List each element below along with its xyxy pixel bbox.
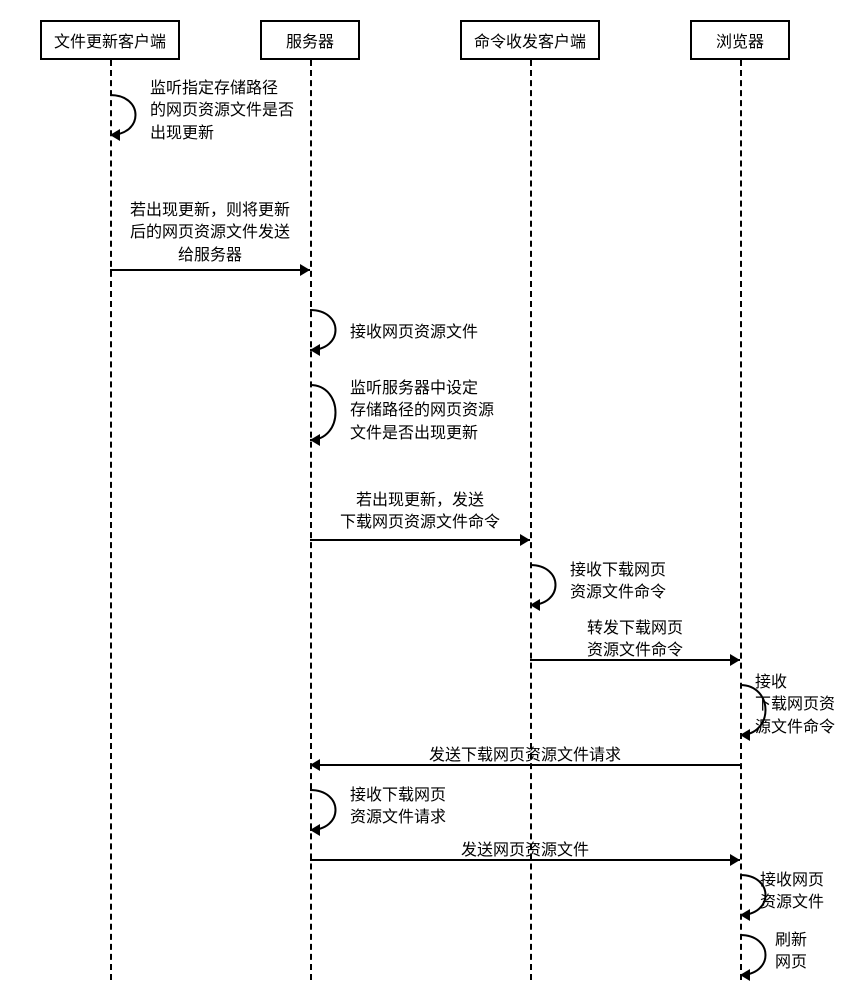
message-label-m4: 发送下载网页资源文件请求	[400, 745, 650, 767]
self-message-label-s2: 接收网页资源文件	[350, 322, 530, 344]
message-label-m5: 发送网页资源文件	[435, 840, 615, 862]
participant-p2: 服务器	[260, 20, 360, 60]
message-label-m1: 若出现更新，则将更新 后的网页资源文件发送 给服务器	[110, 200, 310, 267]
lifeline-p4	[740, 60, 742, 980]
lifeline-p1	[110, 60, 112, 980]
self-message-label-s1: 监听指定存储路径 的网页资源文件是否 出现更新	[150, 78, 330, 145]
self-message-label-s3: 监听服务器中设定 存储路径的网页资源 文件是否出现更新	[350, 378, 530, 445]
self-message-label-s7: 接收网页 资源文件	[760, 870, 850, 915]
lifeline-p2	[310, 60, 312, 980]
self-message-label-s6: 接收下载网页 资源文件请求	[350, 785, 490, 830]
message-label-m3: 转发下载网页 资源文件命令	[565, 618, 705, 663]
self-message-label-s4: 接收下载网页 资源文件命令	[570, 560, 710, 605]
self-message-label-s8: 刷新 网页	[775, 930, 835, 975]
participant-p3: 命令收发客户端	[460, 20, 600, 60]
sequence-diagram: 文件更新客户端 服务器 命令收发客户端 浏览器若出现更新，则将更新 后的网页资源文件发…	[0, 0, 850, 1000]
message-label-m2: 若出现更新，发送 下载网页资源文件命令	[320, 490, 520, 535]
participant-p4: 浏览器	[690, 20, 790, 60]
participant-p1: 文件更新客户端	[40, 20, 180, 60]
self-message-label-s5: 接收 下载网页资 源文件命令	[755, 672, 850, 739]
